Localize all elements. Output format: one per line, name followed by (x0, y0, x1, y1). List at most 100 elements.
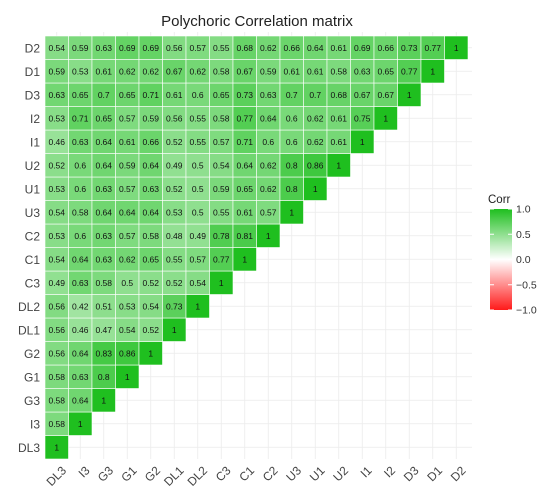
y-tick-label: G3 (24, 394, 40, 408)
chart-title: Polychoric Correlation matrix (161, 13, 353, 30)
cell-value-label: 0.56 (166, 113, 183, 123)
cell-value-label: 0.56 (166, 43, 183, 53)
cell-value-label: 0.7 (98, 90, 110, 100)
cell-value-label: 0.57 (189, 43, 206, 53)
cell-value-label: 0.47 (95, 325, 112, 335)
y-tick-label: DL3 (18, 441, 40, 455)
cell-value-label: 0.65 (377, 66, 394, 76)
cell-value-label: 0.73 (166, 301, 183, 311)
cell-value-label: 0.61 (330, 137, 347, 147)
cell-value-label: 0.57 (119, 231, 136, 241)
cell-value-label: 0.62 (119, 66, 136, 76)
cell-value-label: 0.65 (72, 90, 89, 100)
cell-value-label: 0.52 (48, 160, 65, 170)
cell-value-label: 0.54 (213, 160, 230, 170)
cell-value-label: 1 (219, 278, 224, 288)
cell-value-label: 0.52 (142, 325, 159, 335)
cell-value-label: 0.64 (236, 160, 253, 170)
x-tick-label: DL3 (44, 463, 70, 489)
cell-value-label: 0.64 (307, 43, 324, 53)
x-tick-label: D2 (448, 463, 469, 484)
legend-title: Corr (488, 194, 511, 206)
cell-value-label: 0.5 (192, 184, 204, 194)
cell-value-label: 0.64 (95, 207, 112, 217)
cell-value-label: 0.6 (192, 90, 204, 100)
y-tick-label: G1 (24, 370, 40, 384)
cell-value-label: 0.55 (189, 113, 206, 123)
cell-value-label: 0.59 (48, 66, 65, 76)
cell-value-label: 0.67 (354, 90, 371, 100)
cell-value-label: 0.63 (95, 43, 112, 53)
cell-value-label: 0.54 (189, 278, 206, 288)
cell-value-label: 0.58 (330, 66, 347, 76)
cell-value-label: 0.62 (260, 43, 277, 53)
cell-value-label: 0.71 (142, 90, 159, 100)
y-tick-label: C3 (25, 276, 41, 290)
cell-value-label: 0.67 (166, 66, 183, 76)
cell-value-label: 0.57 (213, 137, 230, 147)
x-tick-label: U2 (330, 463, 351, 484)
cell-value-label: 1 (101, 395, 106, 405)
cell-value-label: 0.63 (48, 90, 65, 100)
cell-value-label: 0.77 (236, 113, 253, 123)
x-tick-label: DL2 (185, 463, 211, 489)
cell-value-label: 0.77 (424, 43, 441, 53)
cell-value-label: 0.57 (260, 207, 277, 217)
cell-value-label: 0.58 (213, 66, 230, 76)
cell-value-label: 0.49 (48, 278, 65, 288)
cell-value-label: 0.57 (119, 184, 136, 194)
heatmap-cells: 10.58 10.58 0.64 10.58 0.63 0.8 10.56 0.64 0.83 0… (44, 35, 469, 460)
cell-value-label: 1 (383, 113, 388, 123)
cell-value-label: 0.52 (142, 278, 159, 288)
x-tick-label: D1 (424, 463, 445, 484)
cell-value-label: 0.46 (72, 325, 89, 335)
cell-value-label: 0.77 (213, 254, 230, 264)
heatmap-cell (444, 35, 469, 60)
cell-value-label: 0.7 (309, 90, 321, 100)
cell-value-label: 0.58 (95, 278, 112, 288)
cell-value-label: 0.73 (236, 90, 253, 100)
legend-color-bar (490, 209, 512, 310)
cell-value-label: 0.48 (166, 231, 183, 241)
cell-value-label: 0.71 (72, 113, 89, 123)
cell-value-label: 0.59 (142, 113, 159, 123)
cell-value-label: 0.86 (119, 348, 136, 358)
cell-value-label: 0.53 (48, 113, 65, 123)
cell-value-label: 1 (148, 348, 153, 358)
cell-value-label: 1 (172, 325, 177, 335)
cell-value-label: 0.59 (72, 43, 89, 53)
y-tick-label: U3 (25, 206, 41, 220)
cell-value-label: 0.62 (189, 66, 206, 76)
legend-tick-label: 0.5 (516, 229, 531, 241)
y-tick-label: I3 (30, 417, 40, 431)
cell-value-label: 0.55 (213, 207, 230, 217)
cell-value-label: 0.64 (72, 254, 89, 264)
cell-value-label: 0.53 (48, 231, 65, 241)
cell-value-label: 0.51 (95, 301, 112, 311)
cell-value-label: 0.68 (236, 43, 253, 53)
cell-value-label: 0.64 (142, 160, 159, 170)
cell-value-label: 0.42 (72, 301, 89, 311)
cell-value-label: 0.58 (72, 207, 89, 217)
cell-value-label: 0.64 (72, 348, 89, 358)
y-tick-label: C1 (25, 253, 41, 267)
cell-value-label: 0.66 (283, 43, 300, 53)
cell-value-label: 1 (360, 137, 365, 147)
cell-value-label: 0.63 (72, 372, 89, 382)
cell-value-label: 0.65 (119, 90, 136, 100)
x-tick-label: I2 (381, 463, 398, 480)
cell-value-label: 0.62 (260, 184, 277, 194)
x-tick-label: I3 (76, 463, 93, 480)
cell-value-label: 0.54 (48, 43, 65, 53)
y-tick-label: DL2 (18, 300, 40, 314)
cell-value-label: 0.61 (166, 90, 183, 100)
cell-value-label: 0.65 (95, 113, 112, 123)
cell-value-label: 0.83 (95, 348, 112, 358)
cell-value-label: 0.63 (354, 66, 371, 76)
cell-value-label: 0.53 (166, 207, 183, 217)
cell-value-label: 0.53 (119, 301, 136, 311)
x-tick-label: G3 (95, 463, 116, 484)
cell-value-label: 0.53 (72, 66, 89, 76)
cell-value-label: 0.54 (48, 254, 65, 264)
